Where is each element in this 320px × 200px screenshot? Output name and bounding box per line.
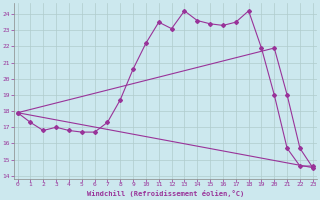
X-axis label: Windchill (Refroidissement éolien,°C): Windchill (Refroidissement éolien,°C) <box>87 190 244 197</box>
